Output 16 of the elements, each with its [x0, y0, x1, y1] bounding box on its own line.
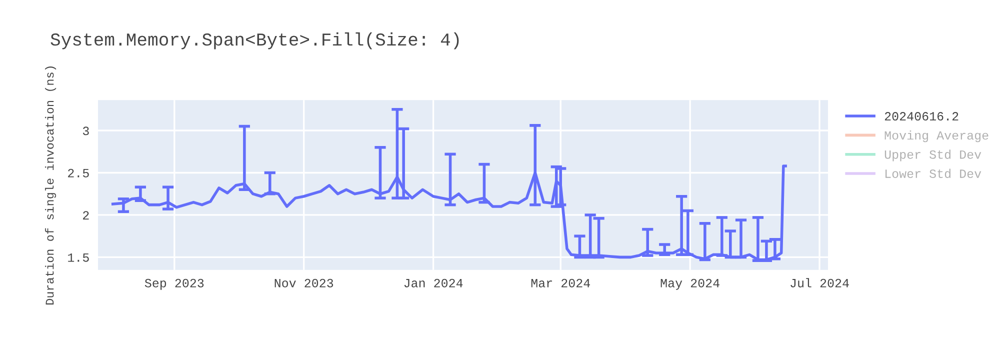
- y-tick-label: 3: [82, 126, 89, 136]
- legend-label: Upper Std Dev: [884, 150, 982, 162]
- x-tick-label: Mar 2024: [531, 278, 590, 288]
- x-tick-label: Sep 2023: [144, 278, 204, 290]
- y-tick-label: 1.5: [68, 253, 89, 262]
- x-tick-label: Nov 2023: [274, 278, 334, 288]
- y-tick-label: 2: [83, 211, 89, 220]
- legend-label: Moving Average: [884, 130, 988, 142]
- chart-title: System.Memory.Span<Byte>.Fill(Size: 4): [50, 32, 459, 50]
- x-tick-label: May 2024: [660, 278, 720, 290]
- x-tick-label: Jul 2024: [790, 278, 849, 288]
- y-tick-label: 2.5: [68, 168, 89, 178]
- y-axis-title: Duration of single invocation (ns): [45, 66, 56, 304]
- legend-label: Lower Std Dev: [885, 168, 982, 178]
- x-tick-label: Jan 2024: [404, 278, 463, 288]
- legend-label: 20240616.2: [884, 112, 958, 121]
